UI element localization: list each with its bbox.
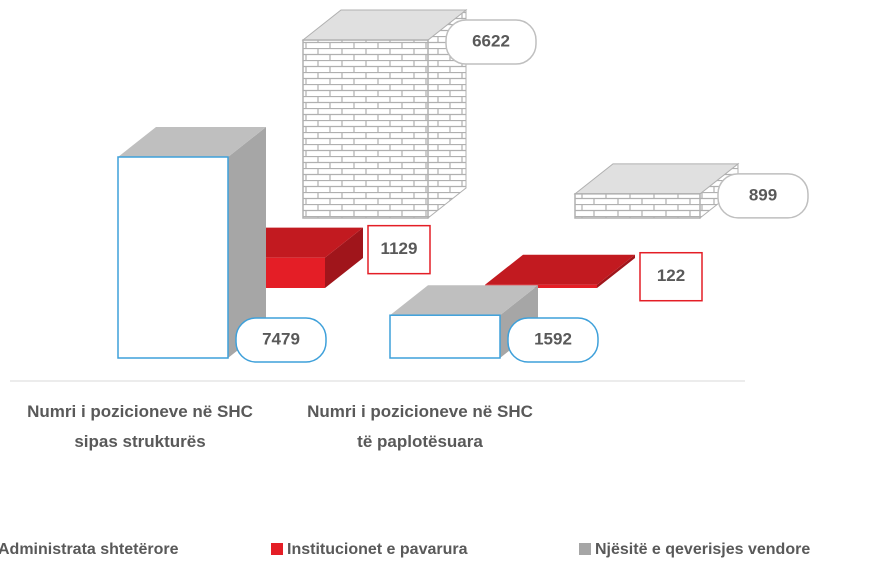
legend-label: Njësitë e qeverisjes vendore <box>595 541 810 558</box>
bar-front <box>575 194 700 218</box>
page: 6622 899 1129 122 7479 1592 Administrata shtet… <box>0 0 885 565</box>
legend-swatch <box>271 543 283 555</box>
category-label: Numri i pozicioneve në SHC sipas struktu… <box>20 397 260 457</box>
data-label: 6622 <box>472 32 510 51</box>
data-label: 1129 <box>381 239 418 258</box>
bar-top <box>485 255 635 285</box>
data-label: 1592 <box>534 329 572 348</box>
bar <box>575 164 738 218</box>
data-label: 122 <box>657 266 685 285</box>
bar <box>303 10 466 218</box>
bar-front <box>118 157 228 358</box>
data-label: 7479 <box>262 329 300 348</box>
legend-swatch <box>579 543 591 555</box>
bar <box>485 255 635 288</box>
chart: 6622 899 1129 122 7479 1592 Administrata shtet… <box>0 0 885 565</box>
bar-front <box>390 315 500 358</box>
bar-front <box>303 40 428 218</box>
category-label: Numri i pozicioneve në SHC të paplotësua… <box>300 397 540 457</box>
data-label: 899 <box>749 185 777 204</box>
legend-label: Institucionet e pavarura <box>287 541 468 558</box>
legend-label: Administrata shtetërore <box>0 541 179 558</box>
